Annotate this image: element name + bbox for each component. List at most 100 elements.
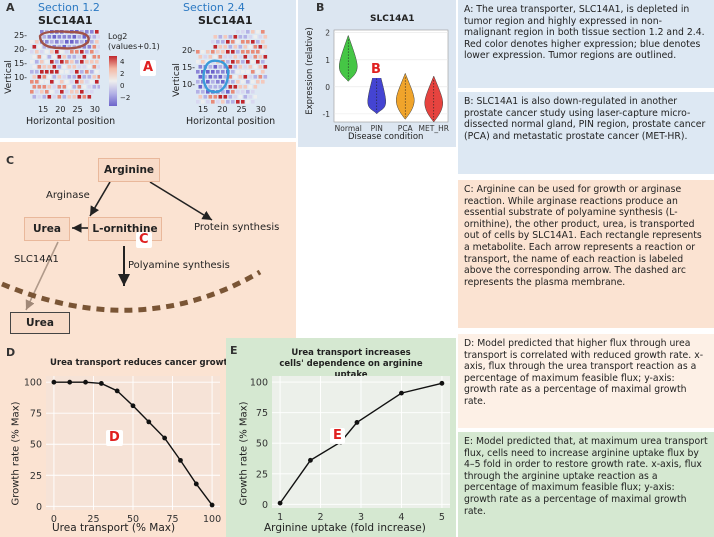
expression-spot (85, 80, 89, 84)
section-right-title: Section 2.4 (183, 1, 245, 14)
expression-spot (72, 85, 77, 89)
expression-spot (65, 90, 69, 94)
expression-spot (80, 90, 84, 94)
expression-spot (253, 95, 258, 99)
ytick-label: 75 (256, 408, 268, 419)
expression-spot (70, 80, 74, 84)
expression-spot (50, 70, 54, 74)
expression-spot (233, 85, 238, 89)
panel-c: C Arginine Urea L-ornithine Urea Arginas… (0, 142, 296, 340)
expression-spot (208, 75, 213, 79)
xtick-label: 5 (439, 512, 445, 523)
expression-spot (223, 65, 228, 69)
expression-spot (55, 60, 59, 64)
expression-spot (221, 40, 225, 44)
xtick: 15 (38, 105, 49, 114)
xlabel-right: Horizontal position (186, 116, 276, 127)
expression-spot (213, 45, 218, 49)
expression-spot (82, 55, 87, 59)
expression-spot (57, 75, 62, 79)
legend-ticks: 4 2 0 −2 (120, 56, 130, 104)
legend-tick: 0 (120, 82, 125, 90)
violin-xtick: MET_HR (419, 124, 449, 133)
expression-spot (65, 70, 69, 74)
ytick-label: 100 (24, 378, 42, 389)
expression-spot (226, 40, 230, 44)
expression-spot (60, 70, 64, 74)
expression-spot (97, 65, 100, 69)
expression-spot (248, 35, 253, 39)
expression-spot (82, 65, 87, 69)
expression-spot (55, 50, 59, 54)
expression-spot (228, 65, 233, 69)
expression-spot (226, 100, 230, 104)
expression-spot (75, 80, 79, 84)
expression-spot (251, 40, 255, 44)
expression-spot (97, 85, 100, 89)
expression-spot (206, 90, 210, 94)
expression-spot (208, 65, 213, 69)
expression-spot (45, 90, 49, 94)
label-protein-synthesis: Protein synthesis (194, 222, 280, 233)
expression-spot (90, 60, 94, 64)
expression-spot (246, 70, 250, 74)
expression-spot (97, 75, 100, 79)
expression-spot (241, 100, 245, 104)
expression-spot (45, 80, 49, 84)
expression-spot (258, 65, 263, 69)
expression-spot (35, 40, 39, 44)
expression-spot (40, 90, 44, 94)
expression-spot (238, 35, 243, 39)
expression-spot (55, 70, 59, 74)
chart-e-title: Urea transport increases cells' dependen… (279, 348, 423, 380)
expression-spot (57, 95, 62, 99)
expression-spot (87, 65, 92, 69)
description-c: C: Arginine can be used for growth or ar… (458, 180, 714, 328)
expression-spot (75, 50, 79, 54)
expression-spot (30, 60, 34, 64)
expression-spot (87, 55, 92, 59)
expression-spot (90, 70, 94, 74)
violin-title: SLC14A1 (370, 14, 415, 24)
expression-spot (90, 80, 94, 84)
expression-spot (80, 40, 84, 44)
expression-spot (92, 45, 97, 49)
expression-spot (203, 75, 208, 79)
expression-spot (62, 45, 67, 49)
expression-spot (92, 65, 97, 69)
expression-spot (82, 75, 87, 79)
expression-spot (223, 95, 228, 99)
expression-spot (72, 35, 77, 39)
section-left-title: Section 1.2 (38, 1, 100, 14)
expression-spot (42, 85, 47, 89)
expression-spot (198, 75, 203, 79)
expression-spot (201, 100, 205, 104)
panel-d: D Urea transport reduces cancer growth G… (0, 340, 234, 537)
expression-spot (70, 60, 74, 64)
expression-spot (251, 90, 255, 94)
expression-spot (75, 70, 79, 74)
expression-spot (90, 30, 94, 34)
chart-d-xlabel: Urea transport (% Max) (52, 522, 176, 534)
expression-spot (236, 60, 240, 64)
legend-title-1: Log2 (108, 32, 128, 41)
label-slc14a1: SLC14A1 (14, 254, 59, 265)
expression-spot (198, 95, 203, 99)
ytick-label: 0 (36, 502, 42, 513)
expression-spot (238, 95, 243, 99)
xtick-label: 3 (358, 512, 364, 523)
expression-spot (32, 65, 37, 69)
badge-b: B (368, 62, 384, 78)
expression-spot (228, 35, 233, 39)
expression-spot (37, 55, 42, 59)
node-urea-out-label: Urea (26, 317, 54, 329)
expression-spot (203, 55, 208, 59)
expression-spot (216, 50, 220, 54)
expression-spot (70, 90, 74, 94)
expression-spot (256, 70, 260, 74)
expression-spot (37, 75, 42, 79)
expression-spot (201, 90, 205, 94)
expression-spot (243, 65, 248, 69)
expression-spot (75, 40, 79, 44)
expression-spot (65, 50, 69, 54)
